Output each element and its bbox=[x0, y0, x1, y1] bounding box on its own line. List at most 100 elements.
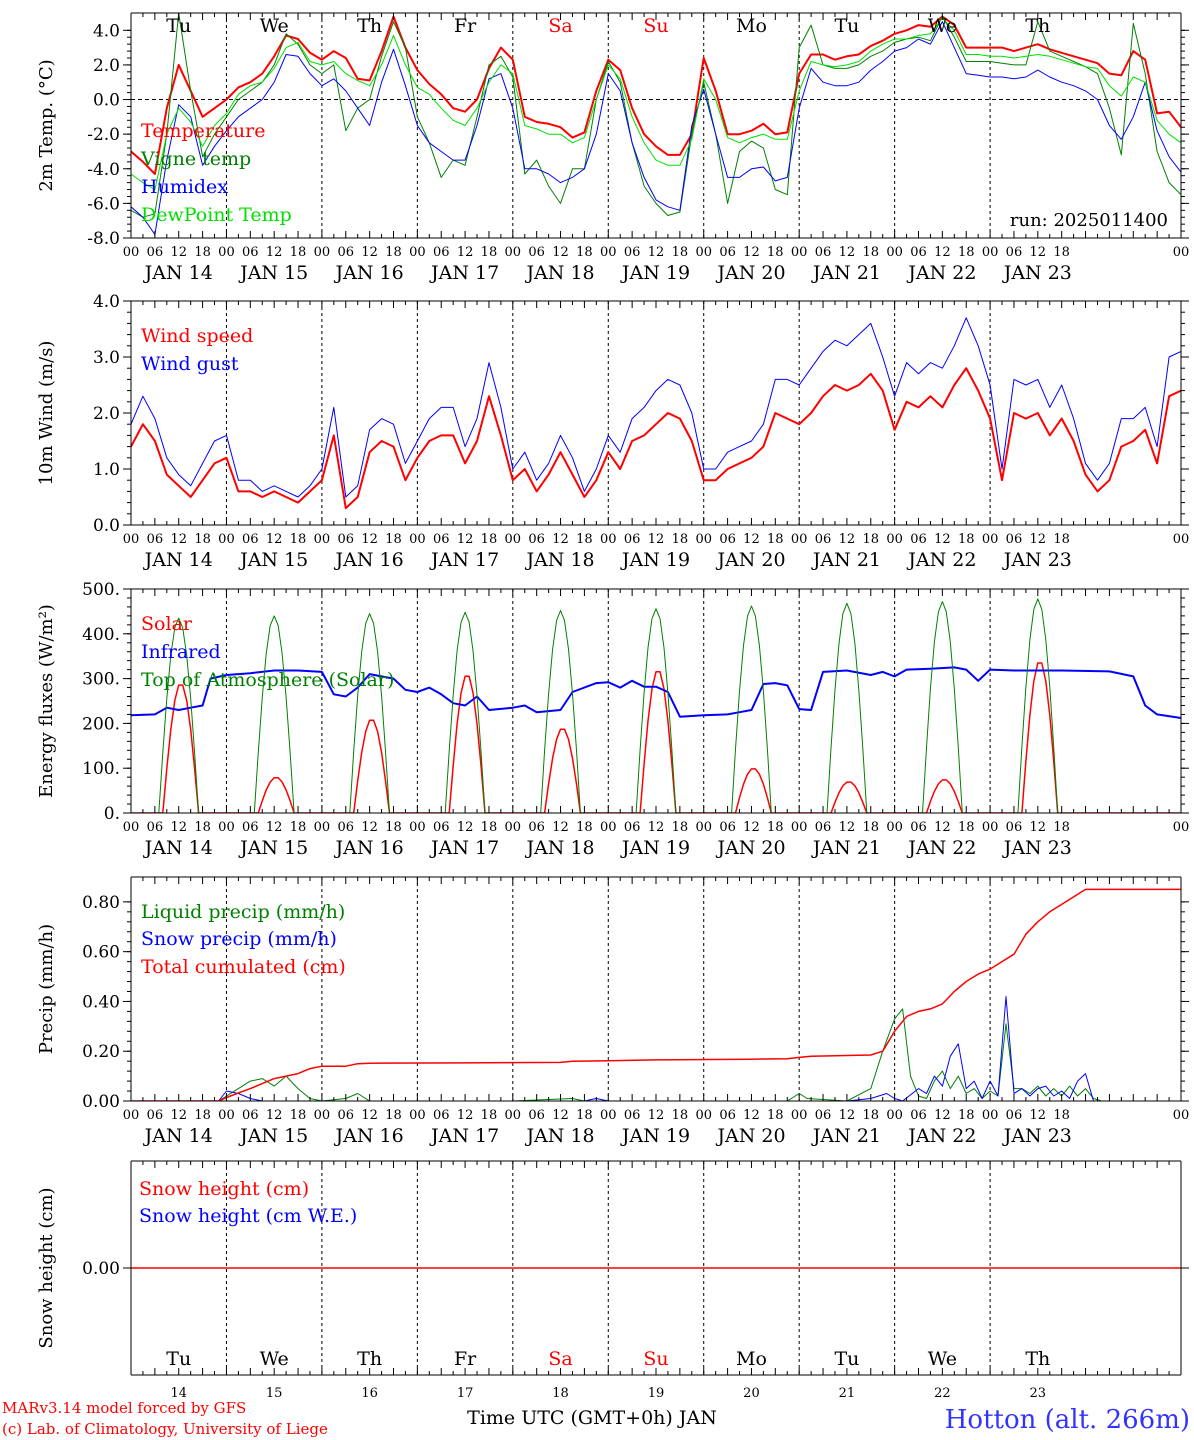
y-tick-label: 0.80 bbox=[82, 893, 120, 913]
x-tick-label: 06 bbox=[910, 532, 927, 547]
x-tick-label: 12 bbox=[1030, 245, 1047, 260]
day-label: JAN 20 bbox=[715, 262, 785, 284]
x-tick-label: 00 bbox=[218, 1108, 235, 1123]
x-tick-label: 18 bbox=[672, 1108, 689, 1123]
x-tick-label: 00 bbox=[791, 820, 808, 835]
x-tick-label: 18 bbox=[672, 820, 689, 835]
day-number: 19 bbox=[648, 1386, 665, 1401]
x-tick-label: 00 bbox=[218, 820, 235, 835]
legend-entry: DewPoint Temp bbox=[141, 204, 292, 226]
x-tick-label: 06 bbox=[242, 1108, 259, 1123]
x-tick-label: 00 bbox=[791, 1108, 808, 1123]
y-axis-label: Energy fluxes (W/m²) bbox=[36, 604, 57, 798]
weekday-label-top: Fr bbox=[454, 15, 477, 37]
day-label: JAN 21 bbox=[811, 837, 881, 859]
x-tick-label: 12 bbox=[648, 532, 665, 547]
y-tick-label: 4.0 bbox=[93, 292, 120, 312]
x-tick-label: 18 bbox=[290, 245, 307, 260]
x-tick-label: 00 bbox=[123, 1108, 140, 1123]
y-tick-label: 0.0 bbox=[93, 516, 120, 536]
x-tick-label: 12 bbox=[1030, 1108, 1047, 1123]
x-tick-label: 00 bbox=[123, 820, 140, 835]
x-tick-label: 12 bbox=[839, 245, 856, 260]
x-tick-label: 06 bbox=[910, 820, 927, 835]
x-tick-label: 00 bbox=[314, 820, 331, 835]
x-tick-label: 00 bbox=[982, 245, 999, 260]
x-tick-label: 18 bbox=[672, 245, 689, 260]
x-tick-label: 12 bbox=[839, 1108, 856, 1123]
x-tick-label: 06 bbox=[337, 1108, 354, 1123]
y-axis-label: 2m Temp. (°C) bbox=[36, 59, 57, 191]
day-label: JAN 23 bbox=[1002, 262, 1072, 284]
day-label: JAN 17 bbox=[429, 262, 499, 284]
panel-precip: 0.80 0.60 0.40 0.20 0.00 Precip (mm/h) Liquid … bbox=[36, 876, 1189, 1147]
series-line-wind-1 bbox=[131, 317, 1181, 498]
x-tick-label: 12 bbox=[266, 820, 283, 835]
weekday-label-top: Sa bbox=[548, 15, 572, 37]
weekday-label-top: Tu bbox=[166, 15, 191, 37]
x-tick-label: 18 bbox=[767, 245, 784, 260]
x-tick-label: 06 bbox=[719, 1108, 736, 1123]
day-label: JAN 16 bbox=[334, 837, 404, 859]
x-tick-label: 06 bbox=[910, 245, 927, 260]
x-tick-label: 12 bbox=[457, 1108, 474, 1123]
x-tick-label: 00 bbox=[600, 245, 617, 260]
series-line-precip-2 bbox=[131, 888, 1181, 1101]
x-tick-label: 06 bbox=[815, 1108, 832, 1123]
x-tick-label: 12 bbox=[266, 532, 283, 547]
legend-entry: Humidex bbox=[141, 176, 228, 198]
y-tick-label: 300. bbox=[82, 670, 120, 690]
x-tick-label: 18 bbox=[1053, 245, 1070, 260]
x-tick-label: 12 bbox=[266, 1108, 283, 1123]
run-label: run: 2025011400 bbox=[1010, 210, 1168, 231]
weekday-label-top: Tu bbox=[834, 15, 859, 37]
day-label: JAN 15 bbox=[238, 549, 308, 571]
day-label: JAN 21 bbox=[811, 1125, 881, 1147]
x-tick-label: 12 bbox=[839, 820, 856, 835]
x-tick-label: 18 bbox=[481, 820, 498, 835]
x-tick-label: 12 bbox=[743, 532, 760, 547]
x-tick-label: 00 bbox=[314, 245, 331, 260]
x-tick-label: 18 bbox=[672, 532, 689, 547]
y-axis-label: Snow height (cm) bbox=[36, 1187, 57, 1348]
x-tick-label: 12 bbox=[457, 245, 474, 260]
day-label: JAN 17 bbox=[429, 549, 499, 571]
weekday-label-top: We bbox=[260, 15, 289, 37]
x-tick-label: 12 bbox=[457, 820, 474, 835]
x-tick-label: 06 bbox=[1006, 1108, 1023, 1123]
x-tick-label: 00 bbox=[505, 1108, 522, 1123]
x-tick-label: 06 bbox=[1006, 245, 1023, 260]
day-label: JAN 18 bbox=[524, 1125, 594, 1147]
x-tick-label: 18 bbox=[862, 820, 879, 835]
weekday-label-bottom: Tu bbox=[834, 1348, 859, 1370]
legend-entry: Snow precip (mm/h) bbox=[141, 928, 337, 950]
day-label: JAN 14 bbox=[143, 837, 213, 859]
x-tick-label: 00 bbox=[886, 1108, 903, 1123]
day-number: 14 bbox=[170, 1386, 187, 1401]
x-tick-label: 12 bbox=[1030, 820, 1047, 835]
station-name: Hotton (alt. 266m) bbox=[945, 1405, 1190, 1435]
day-label: JAN 22 bbox=[906, 837, 976, 859]
x-tick-label: 18 bbox=[481, 1108, 498, 1123]
x-tick-label: 06 bbox=[147, 820, 164, 835]
x-tick-label: 06 bbox=[147, 532, 164, 547]
x-tick-label: 18 bbox=[1053, 532, 1070, 547]
x-tick-label: 00 bbox=[600, 1108, 617, 1123]
x-tick-label: 18 bbox=[290, 1108, 307, 1123]
series-line-temperature-0 bbox=[131, 15, 1181, 175]
y-tick-label: 400. bbox=[82, 625, 120, 645]
x-tick-label: 18 bbox=[958, 245, 975, 260]
day-label: JAN 16 bbox=[334, 549, 404, 571]
x-tick-label: 00 bbox=[409, 820, 426, 835]
x-tick-label: 00 bbox=[886, 820, 903, 835]
y-tick-label: 0.00 bbox=[82, 1259, 120, 1279]
x-tick-label: 18 bbox=[958, 532, 975, 547]
y-tick-label: 1.0 bbox=[93, 460, 120, 480]
x-tick-label: 00 bbox=[982, 1108, 999, 1123]
x-tick-label: 00 bbox=[505, 245, 522, 260]
series-line-wind-0 bbox=[131, 367, 1181, 510]
x-tick-label: 00 bbox=[600, 820, 617, 835]
x-tick-label: 00 bbox=[886, 245, 903, 260]
x-tick-label: 18 bbox=[290, 820, 307, 835]
y-tick-label: 4.0 bbox=[93, 21, 120, 41]
